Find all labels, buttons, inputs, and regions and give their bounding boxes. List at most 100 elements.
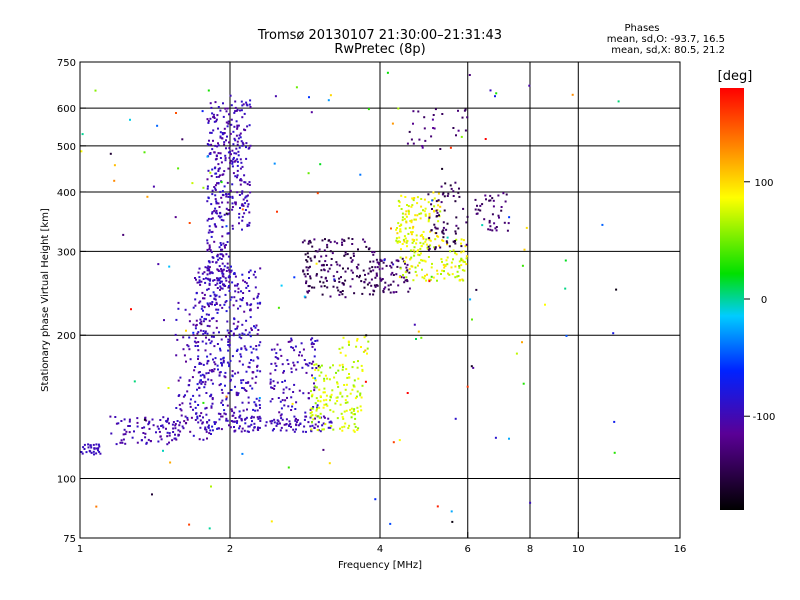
data-point [417,330,420,333]
data-point [199,329,202,332]
data-point [241,363,244,366]
data-point [392,441,395,444]
data-point [249,106,252,108]
data-point [296,361,299,364]
data-point [353,292,356,295]
data-point [218,384,221,387]
data-point [221,190,224,193]
data-point [508,216,511,219]
data-point [243,333,246,336]
data-point [460,245,463,248]
data-point [444,265,446,267]
data-point [188,320,191,323]
data-point [219,135,222,138]
data-point [309,425,312,428]
data-point [293,349,296,352]
data-point [316,407,318,410]
data-point [83,448,86,450]
data-point [411,197,414,200]
data-point [258,415,261,418]
data-point [229,426,232,429]
data-point [307,172,310,175]
data-point [241,332,244,335]
data-point [115,443,118,446]
data-point [227,209,230,211]
data-point [329,94,332,97]
data-point [290,409,293,411]
data-point [395,237,398,240]
data-point [256,416,259,419]
data-point [311,337,314,340]
data-point [206,185,209,188]
data-point [406,142,409,145]
data-point [234,429,237,432]
data-point [295,86,298,89]
data-point [427,193,430,196]
data-point [338,264,341,267]
data-point [239,179,242,182]
data-point [242,279,245,282]
data-point [339,403,342,406]
data-point [221,275,224,278]
data-point [423,198,426,201]
data-point [471,318,473,321]
data-point [236,126,239,129]
data-point [202,401,205,404]
data-point [218,206,221,208]
data-point [238,222,240,225]
data-point [280,407,283,410]
data-point [488,221,491,224]
data-point [210,203,213,206]
data-point [93,453,95,456]
data-point [159,419,162,421]
data-point [210,106,213,109]
data-point [387,284,390,287]
data-point [506,229,509,232]
data-point [321,239,324,242]
data-point [250,415,253,418]
data-point [232,143,235,146]
data-point [343,240,346,242]
data-point [407,210,410,213]
data-point [300,342,303,345]
data-point [428,216,431,219]
data-point [217,182,220,184]
data-point [269,381,272,384]
data-point [209,278,212,281]
data-point [214,144,217,147]
data-point [218,265,221,268]
data-point [255,397,258,400]
data-point [131,436,134,439]
data-point [228,113,230,116]
data-point [345,409,348,412]
data-point [188,348,191,351]
data-point [307,421,310,424]
data-point [280,284,283,287]
data-point [169,461,172,464]
data-point [411,265,414,268]
data-point [211,303,213,306]
data-point [439,246,442,249]
data-point [441,239,444,242]
data-point [341,293,344,296]
data-point [327,239,330,242]
data-point [229,161,232,164]
data-point [85,451,88,454]
data-point [315,274,318,277]
data-point [488,199,491,202]
data-point [217,412,220,415]
data-point [202,309,204,312]
data-point [226,135,228,138]
data-point [231,375,234,378]
data-point [213,368,216,371]
data-point [212,291,215,294]
data-point [244,181,247,184]
data-point [249,384,252,387]
data-point [244,196,247,199]
data-point [423,127,426,130]
data-point [227,255,230,258]
data-point [99,452,102,455]
data-point [443,266,446,269]
data-point [468,74,471,76]
data-point [225,195,228,198]
